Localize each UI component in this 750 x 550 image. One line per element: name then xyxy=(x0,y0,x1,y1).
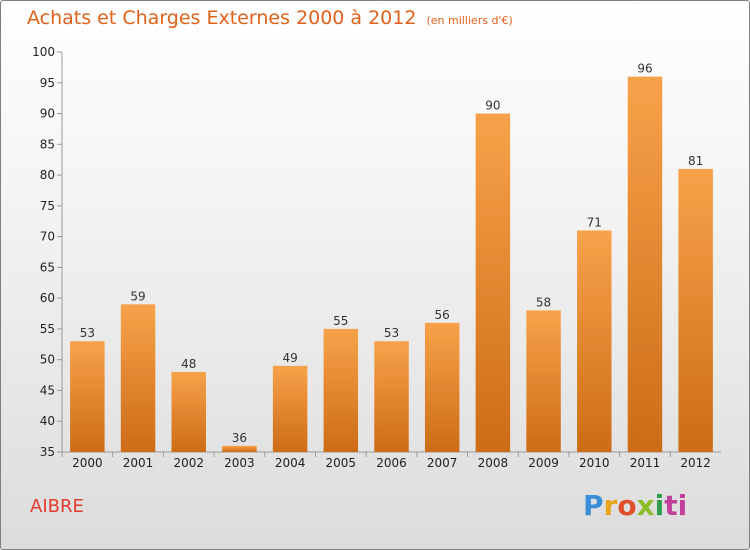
data-label-2005: 55 xyxy=(333,314,348,328)
y-tick-label: 95 xyxy=(40,76,55,90)
bar-2000[interactable] xyxy=(70,341,105,452)
logo-letter: i xyxy=(677,489,688,522)
data-label-2011: 96 xyxy=(637,62,652,76)
logo-letter: i xyxy=(654,489,665,522)
commune-name: AIBRE xyxy=(30,496,84,517)
bar-2002[interactable] xyxy=(171,372,206,452)
data-label-2009: 58 xyxy=(536,295,551,309)
bar-2010[interactable] xyxy=(577,230,612,452)
x-tick-label: 2005 xyxy=(326,456,357,470)
chart-unit: (en milliers d'€) xyxy=(426,14,513,27)
data-label-2003: 36 xyxy=(232,431,247,445)
data-label-2010: 71 xyxy=(587,215,602,229)
y-tick-label: 35 xyxy=(40,445,55,459)
bar-2006[interactable] xyxy=(374,341,409,452)
data-label-2012: 81 xyxy=(688,154,703,168)
bar-2004[interactable] xyxy=(272,365,308,452)
x-tick-label: 2002 xyxy=(173,456,204,470)
logo-letter: t xyxy=(664,489,678,522)
y-tick-label: 85 xyxy=(40,137,55,151)
logo-letter: r xyxy=(603,489,618,522)
x-tick-label: 2001 xyxy=(123,456,154,470)
logo-letter: o xyxy=(617,489,637,522)
bar-2007[interactable] xyxy=(424,322,460,452)
y-tick-label: 60 xyxy=(40,291,55,305)
bar-2011[interactable] xyxy=(627,76,663,452)
data-label-2004: 49 xyxy=(282,351,297,365)
y-tick-label: 80 xyxy=(40,168,55,182)
proxiti-logo[interactable]: Proxiti xyxy=(583,489,687,522)
x-tick-label: 2009 xyxy=(528,456,559,470)
x-tick-label: 2006 xyxy=(376,456,407,470)
bar-2008[interactable] xyxy=(475,113,511,453)
y-tick-label: 75 xyxy=(40,199,55,213)
chart-title: Achats et Charges Externes 2000 à 2012 (e… xyxy=(27,7,513,29)
y-tick-label: 100 xyxy=(32,45,55,59)
data-label-2008: 90 xyxy=(485,99,500,113)
data-label-2002: 48 xyxy=(181,357,196,371)
x-tick-label: 2010 xyxy=(579,456,610,470)
x-tick-label: 2011 xyxy=(630,456,661,470)
logo-letter: P xyxy=(583,489,604,522)
y-tick-label: 90 xyxy=(40,107,55,121)
data-label-2000: 53 xyxy=(80,326,95,340)
y-tick-label: 50 xyxy=(40,353,55,367)
data-label-2007: 56 xyxy=(435,308,450,322)
x-tick-label: 2003 xyxy=(224,456,255,470)
bar-2003[interactable] xyxy=(222,445,257,452)
x-tick-label: 2012 xyxy=(680,456,711,470)
x-tick-label: 2000 xyxy=(72,456,103,470)
y-tick-label: 70 xyxy=(40,230,55,244)
bar-2005[interactable] xyxy=(323,328,359,452)
bar-2012[interactable] xyxy=(678,168,713,452)
x-tick-label: 2007 xyxy=(427,456,458,470)
x-tick-label: 2004 xyxy=(275,456,306,470)
bar-2001[interactable] xyxy=(120,304,156,452)
chart-title-text: Achats et Charges Externes 2000 à 2012 xyxy=(27,7,417,29)
data-label-2006: 53 xyxy=(384,326,399,340)
y-tick-label: 40 xyxy=(40,414,55,428)
data-label-2001: 59 xyxy=(130,289,145,303)
bar-2009[interactable] xyxy=(526,310,561,452)
bars: 53 59 48 36 49 55 53 56 90 58 71 96 81 xyxy=(70,62,713,453)
y-tick-label: 45 xyxy=(40,383,55,397)
y-tick-label: 55 xyxy=(40,322,55,336)
logo-letter: x xyxy=(636,489,655,522)
x-tick-label: 2008 xyxy=(478,456,509,470)
y-tick-label: 65 xyxy=(40,260,55,274)
